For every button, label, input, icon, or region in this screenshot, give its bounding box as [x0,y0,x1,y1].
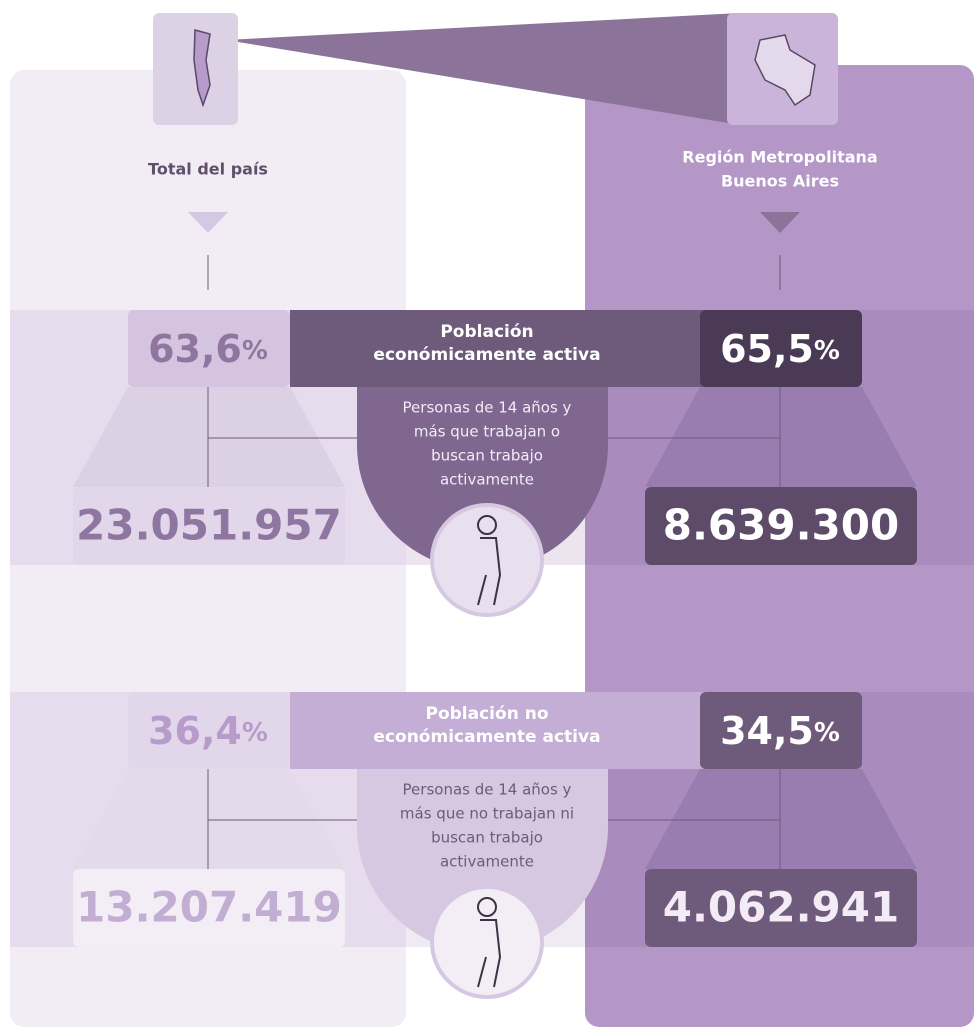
percent-value: 63,6 [148,327,242,371]
count: 8.639.300 [663,501,899,550]
count-box [73,869,345,947]
trapezoid [73,387,345,487]
trapezoid [645,769,917,869]
percent-box [128,692,290,769]
count-box [73,487,345,565]
count: 23.051.957 [76,501,342,550]
description: Personas de 14 años y [403,399,572,417]
percent: 63,6% [148,327,268,371]
region-label: Buenos Aires [721,172,839,191]
percent-box [700,310,862,387]
percent-box [700,692,862,769]
description: activamente [440,471,534,489]
percent-unit: % [242,718,268,748]
group-title: Población no [426,704,549,724]
count: 13.207.419 [76,883,342,932]
count-box [645,869,917,947]
description: buscan trabajo [431,829,543,847]
title-bar [290,692,710,769]
description: buscan trabajo [431,447,543,465]
percent: 36,4% [148,709,268,753]
count: 4.062.941 [663,883,899,932]
description-shape [357,769,608,953]
group-title: económicamente activa [373,345,600,365]
arrow [760,212,800,233]
percent-value: 65,5 [720,327,814,371]
description: Personas de 14 años y [403,781,572,799]
region-label: Total del país [148,160,268,179]
person-figure [477,515,502,606]
arrow [188,212,228,233]
region-label: Región Metropolitana [682,148,877,167]
percent-value: 34,5 [720,709,814,753]
trapezoid [645,387,917,487]
argentina-map [193,29,211,108]
percent: 34,5% [720,709,840,753]
percent-unit: % [814,336,840,366]
group-title: Población [440,322,533,342]
person-icon [430,503,544,617]
percent-unit: % [814,718,840,748]
description: activamente [440,853,534,871]
trapezoid [73,769,345,869]
group-title: económicamente activa [373,727,600,747]
count-box [645,487,917,565]
description-shape [357,387,608,571]
person-icon [430,885,544,999]
description: más que no trabajan ni [400,805,574,823]
person-figure [477,897,502,988]
percent-unit: % [242,336,268,366]
description: más que trabajan o [414,423,560,441]
zoom-wedge [226,13,740,125]
title-bar [290,310,710,387]
percent-value: 36,4 [148,709,242,753]
rmba-map [754,34,816,107]
percent-box [128,310,290,387]
percent: 65,5% [720,327,840,371]
